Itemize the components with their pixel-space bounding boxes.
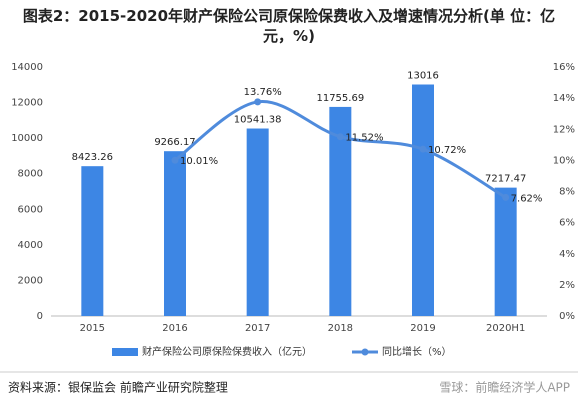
y2-tick-label: 14%	[553, 93, 575, 104]
y-tick-label: 0	[37, 311, 43, 322]
legend-swatch	[112, 348, 138, 356]
y-tick-label: 6000	[18, 204, 43, 215]
y2-tick-label: 8%	[559, 187, 575, 198]
x-tick-label: 2015	[80, 323, 105, 334]
x-tick-label: 2018	[328, 323, 353, 334]
bar-value-label: 9266.17	[154, 137, 195, 148]
line-point	[502, 193, 510, 201]
bar-value-label: 7217.47	[485, 174, 526, 185]
bar	[164, 151, 186, 316]
y2-tick-label: 0%	[559, 311, 575, 322]
legend-label: 同比增长（%）	[382, 345, 452, 358]
line-point	[171, 156, 179, 164]
y-tick-label: 4000	[18, 240, 43, 251]
bar	[412, 84, 434, 316]
legend-label: 财产保险公司原保险保费收入（亿元）	[142, 345, 312, 358]
y2-tick-label: 6%	[559, 218, 575, 229]
y2-tick-label: 2%	[559, 280, 575, 291]
line-point	[254, 98, 262, 106]
y2-tick-label: 12%	[553, 124, 575, 135]
bar-value-label: 13016	[407, 71, 439, 82]
bar	[329, 106, 352, 316]
y-tick-label: 2000	[18, 275, 43, 286]
y-tick-label: 8000	[18, 169, 43, 180]
y-tick-label: 10000	[11, 133, 43, 144]
chart-title: 图表2：2015-2020年财产保险公司原保险保费收入及增速情况分析(单 位：亿…	[22, 7, 556, 45]
line-value-label: 10.72%	[428, 145, 466, 156]
line-value-label: 10.01%	[180, 156, 218, 167]
line-point	[419, 145, 427, 153]
source: 资料来源：银保监会 前瞻产业研究院整理	[8, 380, 228, 395]
bar-value-label: 8423.26	[72, 152, 113, 163]
bar	[81, 166, 104, 316]
x-tick-label: 2016	[162, 323, 187, 334]
line-value-label: 13.76%	[244, 87, 282, 98]
bar	[494, 187, 517, 316]
x-tick-label: 2019	[410, 323, 435, 334]
line-value-label: 7.62%	[511, 193, 543, 204]
y-tick-label: 12000	[11, 98, 43, 109]
y2-tick-label: 16%	[553, 62, 575, 73]
watermark: 雪球：前瞻经济学人APP	[439, 380, 570, 395]
x-tick-label: 2020H1	[486, 323, 525, 334]
bar-value-label: 10541.38	[234, 115, 282, 126]
line-value-label: 11.52%	[345, 133, 383, 144]
legend-swatch	[361, 348, 369, 356]
bar	[246, 128, 269, 316]
y2-tick-label: 4%	[559, 249, 575, 260]
line-point	[336, 133, 344, 141]
y-tick-label: 14000	[11, 62, 43, 73]
x-tick-label: 2017	[245, 323, 270, 334]
bar-value-label: 11755.69	[316, 93, 364, 104]
y2-tick-label: 10%	[553, 155, 575, 166]
